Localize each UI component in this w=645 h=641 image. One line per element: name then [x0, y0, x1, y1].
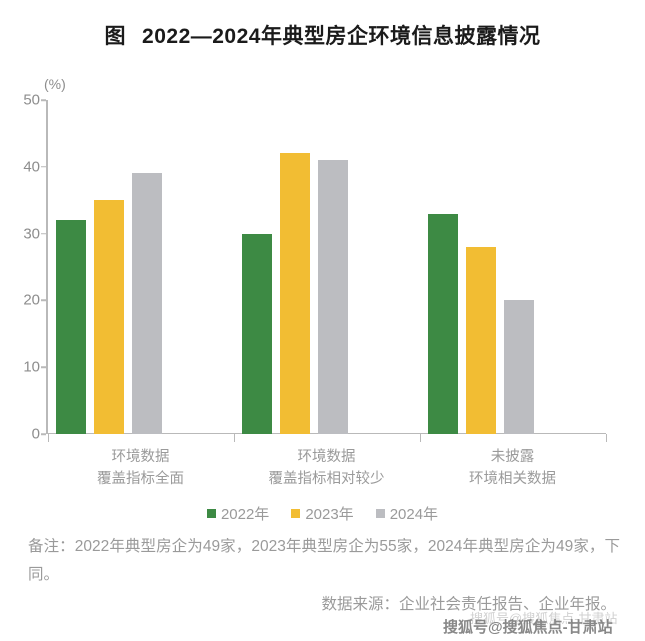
x-axis-categories: 环境数据 覆盖指标全面 环境数据 覆盖指标相对较少 未披露 环境相关数据: [47, 434, 608, 494]
y-axis-tick-label: 0: [31, 425, 40, 443]
legend-label: 2022年: [220, 506, 270, 523]
bar-2023年-1[interactable]: [93, 200, 124, 434]
legend-swatch-icon: [291, 509, 301, 518]
watermark-center: 搜狐号@搜狐焦点-甘肃站: [470, 611, 618, 626]
category-label-line: 环境数据: [111, 449, 170, 465]
bar-group: [420, 100, 606, 434]
legend-label: 2024年: [389, 506, 439, 523]
y-axis-tick-mark: [41, 232, 46, 235]
y-axis-tick-label: 50: [23, 91, 40, 109]
bar-2022年-2[interactable]: [241, 233, 272, 434]
bars-container: [48, 100, 606, 434]
bar-group: [234, 100, 420, 434]
y-axis-tick-mark: [41, 299, 46, 302]
page-title: 图 2022—2024年典型房企环境信息披露情况: [0, 20, 645, 50]
y-axis-line: [46, 100, 48, 434]
bar-2023年-3[interactable]: [465, 246, 496, 434]
watermark-bottom: 搜狐号@搜狐焦点-甘肃站: [443, 619, 613, 636]
chart-legend: 2022年 2023年 2024年: [0, 503, 645, 524]
legend-swatch-icon: [206, 509, 216, 518]
x-axis-tick-mark: [233, 434, 235, 442]
x-axis-category-label: 环境数据覆盖指标全面: [51, 446, 231, 490]
legend-label: 2023年: [305, 506, 354, 523]
title-text: 2022—2024年典型房企环境信息披露情况: [142, 25, 541, 48]
category-label-line: 未披露: [490, 449, 535, 465]
legend-item-2023年[interactable]: 2023年: [291, 503, 354, 524]
chart-plot-area: 0 10 20 30 40 50: [23, 92, 606, 443]
bar-2024年-1[interactable]: [131, 173, 162, 434]
category-label-line: 覆盖指标全面: [97, 471, 184, 487]
y-axis-tick-label: 10: [23, 358, 40, 376]
bar-2024年-2[interactable]: [317, 160, 348, 434]
bar-2024年-3[interactable]: [503, 300, 534, 434]
legend-swatch-icon: [375, 509, 385, 518]
bar-2022年-1[interactable]: [55, 220, 86, 434]
category-label-line: 环境数据: [297, 449, 356, 465]
y-axis-tick-mark: [41, 366, 46, 368]
x-axis-category-label: 环境数据覆盖指标相对较少: [237, 446, 417, 490]
category-label-line: 覆盖指标相对较少: [268, 471, 385, 487]
bar-group: [48, 100, 234, 434]
category-label-line: 环境相关数据: [469, 471, 556, 487]
chart-note: 备注：2022年典型房企为49家，2023年典型房企为55家，2024年典型房企…: [28, 538, 620, 583]
title-prefix: 图: [104, 25, 127, 48]
y-axis-tick-label: 20: [23, 291, 40, 309]
x-axis-tick-mark: [419, 434, 421, 442]
y-axis-tick-mark: [41, 99, 46, 101]
y-axis-tick-mark: [41, 433, 46, 435]
legend-item-2022年[interactable]: 2022年: [206, 503, 270, 524]
x-axis-tick-mark: [47, 434, 49, 442]
y-axis-tick-label: 30: [23, 225, 40, 243]
y-axis-tick-label: 40: [23, 158, 40, 176]
x-axis-tick-mark: [605, 434, 607, 442]
y-axis-unit: (%): [44, 76, 66, 92]
bar-2022年-3[interactable]: [427, 213, 458, 434]
bar-2023年-2[interactable]: [279, 153, 310, 434]
y-axis-tick-mark: [41, 166, 46, 168]
x-axis-category-label: 未披露 环境相关数据: [423, 446, 603, 490]
chart-source: 数据来源：企业社会责任报告、企业年报。: [321, 596, 616, 613]
legend-item-2024年[interactable]: 2024年: [375, 503, 439, 524]
